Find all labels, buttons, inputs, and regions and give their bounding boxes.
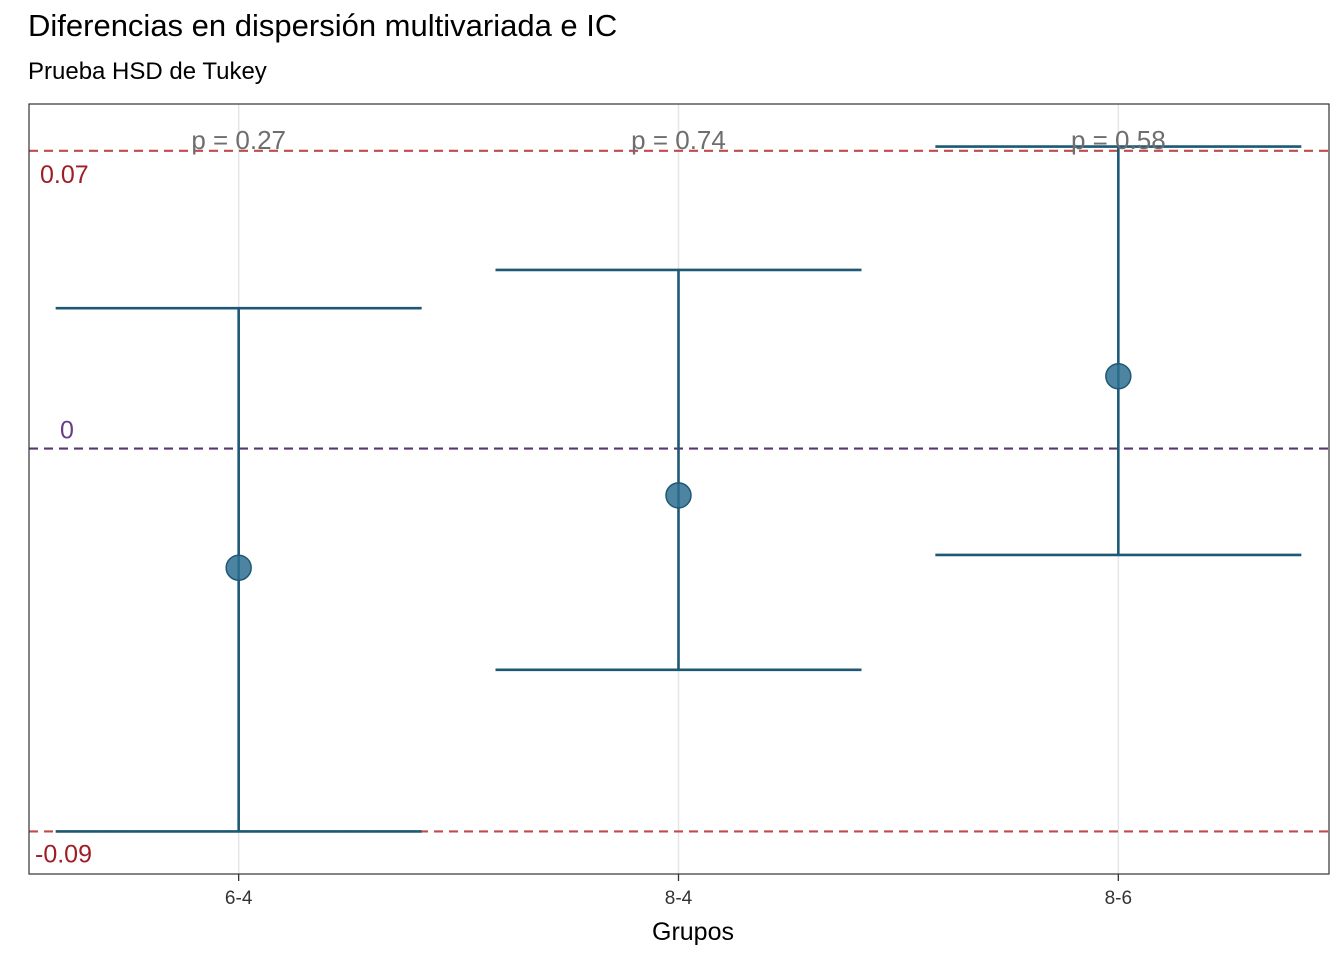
mean-points: [225, 363, 1132, 581]
x-tick-label-8-6: 8-6: [1105, 888, 1132, 909]
chart-subtitle: Prueba HSD de Tukey: [28, 58, 267, 85]
p-value-label-8-6: p = 0.58: [1071, 125, 1166, 155]
mean-point-6-4: [225, 554, 252, 581]
chart-title: Diferencias en dispersión multivariada e…: [28, 8, 618, 43]
x-tick-label-6-4: 6-4: [225, 888, 253, 909]
annotations: 0.07 0 -0.09 p = 0.27 p = 0.74 p = 0.58: [35, 125, 1166, 868]
x-axis: 6-4 8-4 8-6 Grupos: [225, 874, 1132, 946]
reference-label-0: 0.07: [40, 161, 89, 189]
p-value-label-8-4: p = 0.74: [631, 125, 726, 155]
reference-label-1: 0: [60, 417, 74, 445]
mean-point-8-6: [1105, 363, 1132, 390]
reference-label-2: -0.09: [35, 840, 92, 868]
mean-point-8-4: [665, 482, 692, 509]
p-value-label-6-4: p = 0.27: [191, 125, 286, 155]
x-axis-label: Grupos: [652, 918, 734, 946]
x-tick-label-8-4: 8-4: [665, 888, 693, 909]
